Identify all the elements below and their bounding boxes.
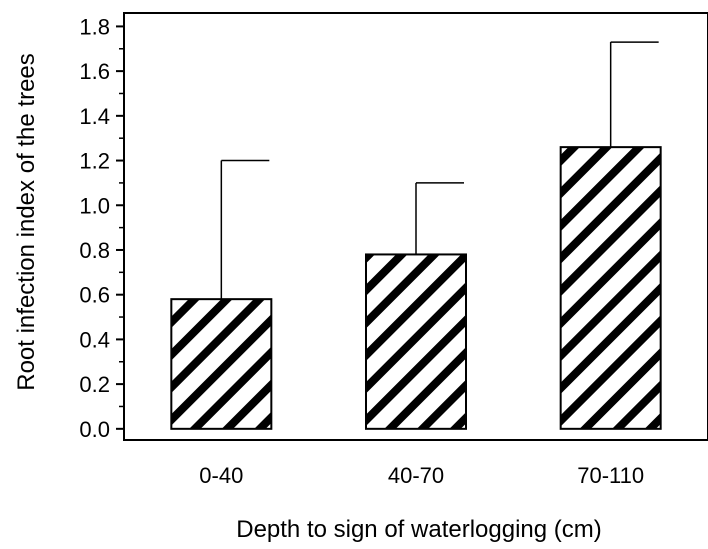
y-tick-label: 0.4	[79, 327, 110, 352]
x-axis-title: Depth to sign of waterlogging (cm)	[236, 516, 602, 543]
plot-frame	[123, 12, 708, 441]
y-tick-label: 0.0	[79, 417, 110, 442]
bar	[365, 253, 467, 430]
x-tick-label: 70-110	[577, 463, 644, 488]
y-tick-label: 1.8	[79, 14, 110, 39]
y-tick-label: 1.0	[79, 193, 110, 218]
x-tick-label: 40-70	[388, 463, 444, 488]
y-axis-ticks: 0.0 0.2 0.4 0.6 0.8 1.0 1.2 1.4 1.6 1.8	[79, 14, 124, 442]
bar	[559, 146, 662, 430]
bars	[170, 41, 662, 430]
plot-axes	[123, 12, 708, 441]
x-axis-tick-labels: 0-40 40-70 70-110	[199, 463, 644, 488]
y-tick-label: 0.6	[79, 283, 110, 308]
y-tick-label: 1.4	[79, 104, 110, 129]
x-tick-label: 0-40	[199, 463, 243, 488]
y-tick-label: 1.2	[79, 149, 110, 174]
y-axis-title: Root infection index of the trees	[13, 53, 40, 391]
bar	[170, 298, 273, 430]
y-tick-label: 1.6	[79, 59, 110, 84]
y-tick-label: 0.2	[79, 372, 110, 397]
y-tick-label: 0.8	[79, 238, 110, 263]
